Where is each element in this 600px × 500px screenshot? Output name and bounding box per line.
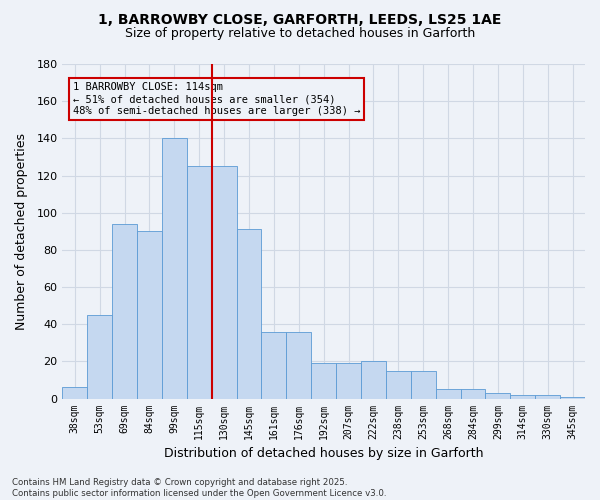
Bar: [262, 332, 286, 398]
Bar: [187, 166, 212, 398]
Y-axis label: Number of detached properties: Number of detached properties: [15, 133, 28, 330]
Bar: [311, 363, 336, 398]
Text: Contains HM Land Registry data © Crown copyright and database right 2025.
Contai: Contains HM Land Registry data © Crown c…: [12, 478, 386, 498]
Bar: [361, 362, 386, 399]
Bar: [411, 370, 436, 398]
Bar: [485, 393, 511, 398]
Bar: [87, 315, 112, 398]
Bar: [386, 370, 411, 398]
Bar: [436, 390, 461, 398]
Text: 1 BARROWBY CLOSE: 114sqm
← 51% of detached houses are smaller (354)
48% of semi-: 1 BARROWBY CLOSE: 114sqm ← 51% of detach…: [73, 82, 360, 116]
Bar: [162, 138, 187, 398]
Bar: [236, 230, 262, 398]
Bar: [112, 224, 137, 398]
Bar: [286, 332, 311, 398]
Bar: [535, 395, 560, 398]
X-axis label: Distribution of detached houses by size in Garforth: Distribution of detached houses by size …: [164, 447, 484, 460]
Bar: [137, 232, 162, 398]
Bar: [560, 396, 585, 398]
Bar: [336, 363, 361, 398]
Bar: [62, 388, 87, 398]
Text: Size of property relative to detached houses in Garforth: Size of property relative to detached ho…: [125, 28, 475, 40]
Bar: [212, 166, 236, 398]
Text: 1, BARROWBY CLOSE, GARFORTH, LEEDS, LS25 1AE: 1, BARROWBY CLOSE, GARFORTH, LEEDS, LS25…: [98, 12, 502, 26]
Bar: [461, 390, 485, 398]
Bar: [511, 395, 535, 398]
